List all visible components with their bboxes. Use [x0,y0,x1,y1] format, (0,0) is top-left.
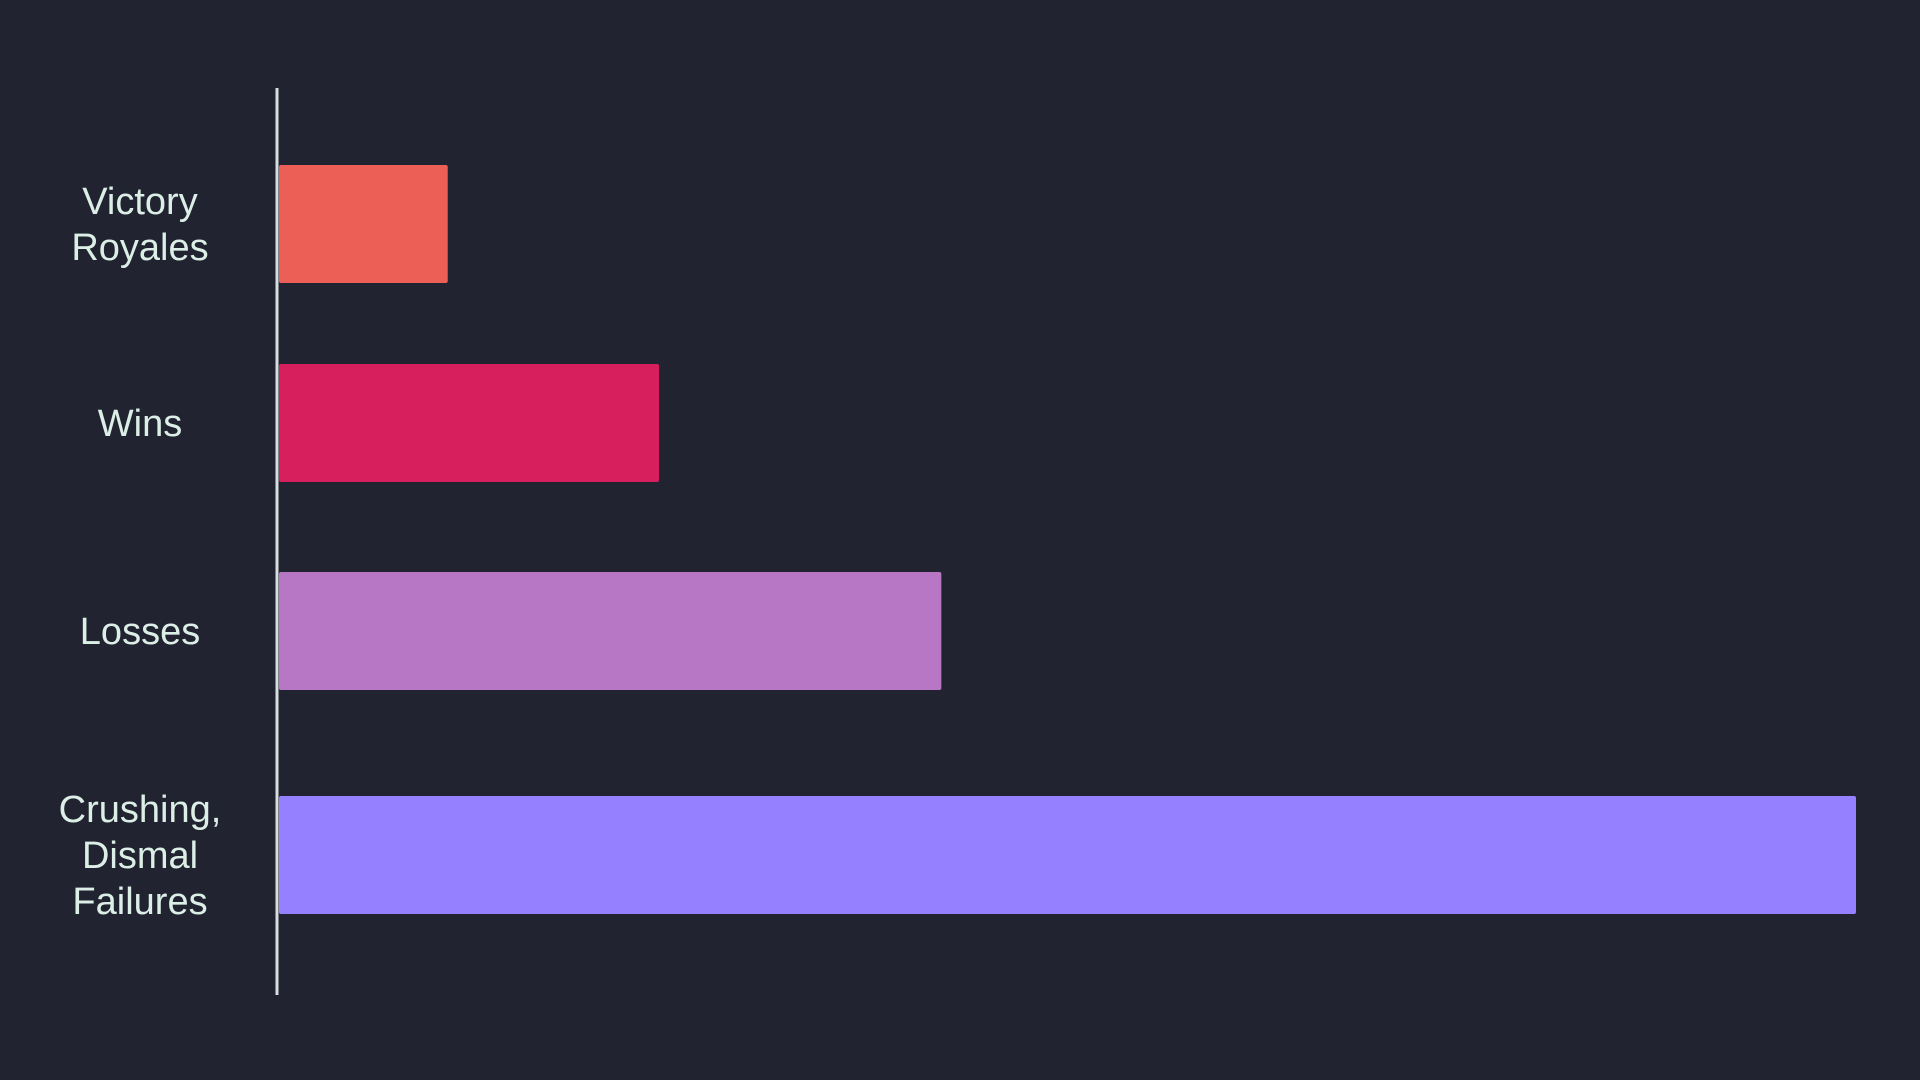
category-labels: Victory Royales Wins Losses Crushing, Dismal F… [59,181,222,923]
category-label-0: Victory Royales [71,181,208,269]
category-label-3: Crushing, Dismal Failures [59,789,222,923]
category-label-line: Crushing, [59,789,222,831]
category-label-1: Wins [98,403,182,445]
category-label-line: Losses [80,611,200,653]
bar-1 [279,364,660,482]
category-label-line: Failures [72,881,207,923]
category-label-line: Royales [71,227,208,269]
category-label-line: Dismal [82,835,198,877]
bar-3 [279,796,1856,914]
category-label-line: Wins [98,403,182,445]
bar-0 [279,165,448,283]
category-label-line: Victory [82,181,197,223]
category-label-2: Losses [80,611,200,653]
bar-2 [279,572,942,690]
bars-group [279,165,1856,914]
